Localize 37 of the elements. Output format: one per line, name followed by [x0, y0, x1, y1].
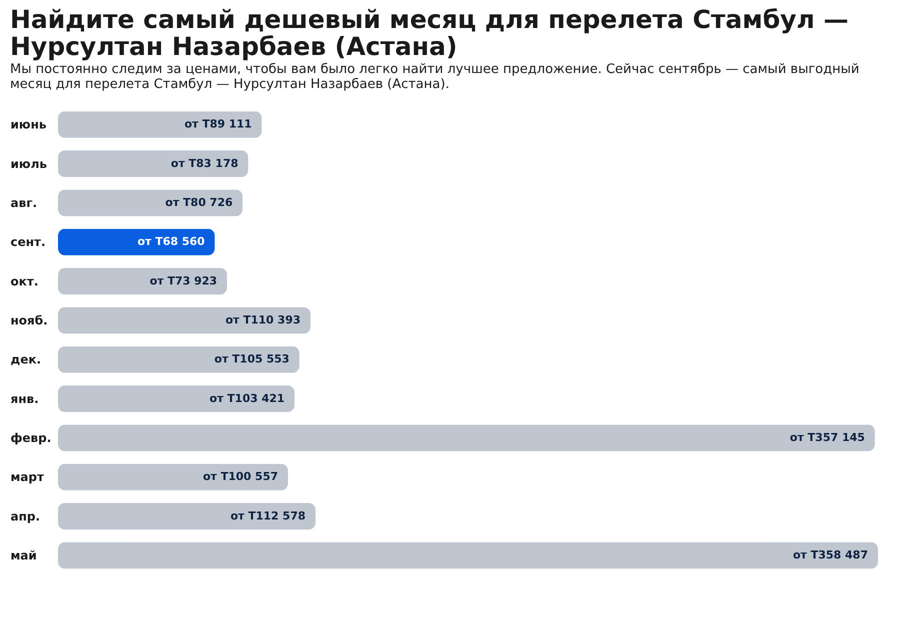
bar — [58, 464, 288, 490]
data-label: от T112 578 — [230, 509, 306, 522]
data-label: от T357 145 — [790, 430, 865, 444]
bar — [58, 307, 311, 334]
data-label: от T110 393 — [225, 313, 301, 326]
data-label: от T68 560 — [137, 235, 206, 248]
bar — [58, 268, 228, 295]
bar — [58, 150, 248, 178]
bar — [58, 424, 875, 452]
y-tick-label: апр. — [10, 509, 40, 524]
data-label: от T83 178 — [170, 156, 238, 170]
y-tick-label: янв. — [10, 392, 39, 406]
y-tick-label: сент. — [10, 235, 46, 250]
y-tick-label: нояб. — [10, 313, 48, 328]
y-tick-label: дек. — [10, 352, 42, 367]
data-label: от T105 553 — [214, 352, 290, 366]
chart-subtitle: Мы постоянно следим за ценами, чтобы вам было легко найти лучшее предложение. Сейчас сентябрь — самый выгодный месяц для перелета Стамбул — Нурсултан Назарбаев (Астана). — [10, 62, 860, 92]
y-tick-label: февр. — [10, 430, 52, 445]
bar — [58, 111, 262, 138]
data-label: от T80 726 — [165, 196, 233, 209]
y-tick-label: окт. — [10, 274, 38, 288]
y-tick-label: май — [10, 548, 37, 562]
chart-title: Найдите самый дешевый месяц для перелета Стамбул — Нурсултан Назарбаев (Астана) — [10, 5, 848, 61]
y-tick-label: авг. — [10, 196, 38, 210]
data-label: от T89 111 — [184, 118, 252, 131]
data-label: от T100 557 — [202, 470, 278, 484]
data-label: от T73 923 — [150, 274, 218, 288]
y-tick-label: март — [10, 470, 44, 484]
y-tick-label: июль — [10, 156, 48, 171]
bar — [58, 190, 243, 216]
data-label: от T358 487 — [792, 548, 868, 562]
y-tick-label: июнь — [10, 118, 47, 132]
bar — [58, 346, 300, 373]
bar — [58, 502, 316, 530]
data-label: от T103 421 — [210, 392, 285, 405]
bar — [58, 542, 878, 569]
bar — [58, 385, 295, 412]
